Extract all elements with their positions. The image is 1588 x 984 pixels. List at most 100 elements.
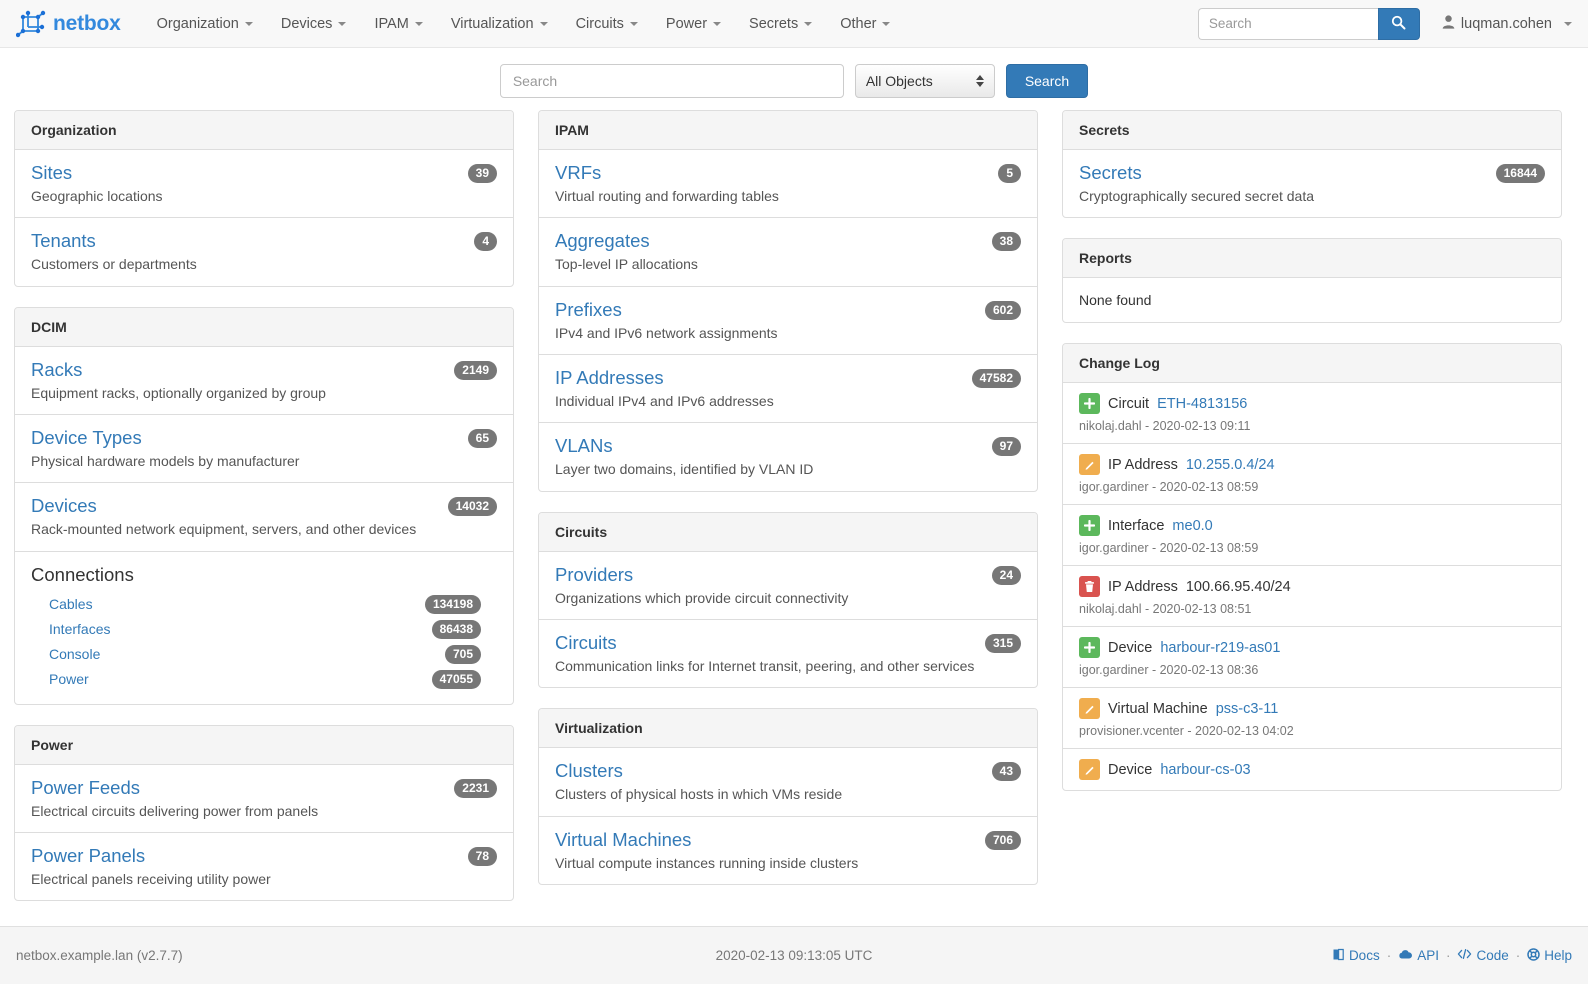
row-aggregates-count: 38 (991, 232, 1021, 252)
row-device-types[interactable]: Device Types Physical hardware models by… (15, 415, 513, 484)
navbar-search-group (1197, 7, 1420, 40)
connections-item-interfaces[interactable]: Interfaces 86438 (31, 617, 497, 642)
connections-power-link[interactable]: Power (49, 670, 89, 687)
changelog-entry-line: Device harbour-r219-as01 (1079, 637, 1545, 659)
changelog-entry-object-text: 100.66.95.40/24 (1185, 578, 1291, 595)
footer-code-link[interactable]: Code (1457, 948, 1509, 963)
connections-item-console[interactable]: Console 705 (31, 642, 497, 667)
netbox-logo-icon (15, 10, 46, 38)
row-providers[interactable]: Providers Organizations which provide ci… (539, 552, 1037, 620)
changelog-entry-type: Circuit (1108, 395, 1150, 412)
row-clusters[interactable]: Clusters Clusters of physical hosts in w… (539, 748, 1037, 817)
nav-item-devices-label: Devices (280, 15, 333, 32)
footer-timestamp: 2020-02-13 09:13:05 UTC (715, 948, 873, 963)
nav-item-ipam[interactable]: IPAM (360, 0, 436, 48)
row-circuits[interactable]: Circuits Communication links for Interne… (539, 620, 1037, 687)
footer-api-link[interactable]: API (1398, 948, 1439, 963)
row-sites-link[interactable]: Sites (31, 162, 73, 183)
navbar-right: luqman.cohen (1197, 7, 1572, 40)
row-aggregates-link[interactable]: Aggregates (555, 230, 650, 252)
row-device-types-link[interactable]: Device Types (31, 426, 142, 448)
footer-help-link[interactable]: Help (1527, 947, 1572, 964)
row-ip-addresses[interactable]: IP Addresses Individual IPv4 and IPv6 ad… (539, 355, 1037, 424)
row-clusters-count: 43 (991, 762, 1021, 782)
changelog-entry-meta: nikolaj.dahl - 2020-02-13 09:11 (1079, 419, 1251, 434)
nav-item-other[interactable]: Other (826, 0, 904, 48)
nav-item-organization-label: Organization (156, 15, 239, 32)
row-virtual-machines-link[interactable]: Virtual Machines (555, 828, 692, 850)
row-tenants-link[interactable]: Tenants (31, 230, 96, 252)
changelog-entry-object-link[interactable]: harbour-r219-as01 (1160, 639, 1281, 656)
row-secrets[interactable]: Secrets Cryptographically secured secret… (1063, 150, 1561, 217)
row-vrfs-link[interactable]: VRFs (555, 162, 602, 183)
nav-item-power[interactable]: Power (652, 0, 735, 48)
row-clusters-link[interactable]: Clusters (555, 760, 623, 782)
row-providers-count: 24 (991, 565, 1021, 585)
row-prefixes[interactable]: Prefixes IPv4 and IPv6 network assignmen… (539, 287, 1037, 355)
navbar-search-input[interactable] (1197, 7, 1378, 40)
nav-item-organization[interactable]: Organization (143, 0, 267, 48)
changelog-entry-line: Virtual Machine pss-c3-11 (1079, 698, 1545, 720)
row-power-feeds[interactable]: Power Feeds Electrical circuits deliveri… (15, 765, 513, 833)
changelog-entry: IP Address 10.255.0.4/24 igor.gardiner -… (1063, 444, 1561, 506)
row-providers-link[interactable]: Providers (555, 563, 634, 585)
chevron-down-icon (713, 21, 722, 26)
row-power-panels[interactable]: Power Panels Electrical panels receiving… (15, 833, 513, 900)
global-search-button[interactable]: Search (1005, 64, 1089, 98)
changelog-entry-object-link[interactable]: ETH-4813156 (1157, 395, 1248, 412)
connections-interfaces-link[interactable]: Interfaces (49, 620, 111, 637)
changelog-entry-object-link[interactable]: harbour-cs-03 (1160, 761, 1251, 778)
connections-item-cables[interactable]: Cables 134198 (31, 592, 497, 617)
row-vlans[interactable]: VLANs Layer two domains, identified by V… (539, 423, 1037, 490)
nav-item-secrets[interactable]: Secrets (735, 0, 826, 48)
chevron-down-icon (629, 21, 638, 26)
nav-item-circuits[interactable]: Circuits (562, 0, 652, 48)
connections-item-power[interactable]: Power 47055 (31, 667, 497, 692)
connections-console-link[interactable]: Console (49, 645, 101, 662)
netbox-brand-link[interactable]: netbox (15, 10, 121, 38)
object-type-select[interactable]: All Objects (854, 64, 995, 98)
changelog-entry-object-link[interactable]: me0.0 (1172, 517, 1213, 534)
row-vlans-description: Layer two domains, identified by VLAN ID (555, 461, 814, 478)
book-icon (1332, 948, 1345, 964)
user-menu[interactable]: luqman.cohen (1442, 14, 1572, 33)
row-sites[interactable]: Sites Geographic locations 39 (15, 150, 513, 219)
changelog-entry-object-link[interactable]: 10.255.0.4/24 (1185, 456, 1275, 473)
row-sites-description: Geographic locations (31, 188, 163, 205)
changelog-entry: IP Address 100.66.95.40/24 nikolaj.dahl … (1063, 566, 1561, 628)
dashboard-column-middle: IPAM VRFs Virtual routing and forwarding… (538, 110, 1038, 905)
row-vrfs[interactable]: VRFs Virtual routing and forwarding tabl… (539, 150, 1037, 219)
panel-virtualization: Virtualization Clusters Clusters of phys… (538, 708, 1038, 885)
panel-reports: Reports None found (1062, 238, 1562, 324)
row-tenants[interactable]: Tenants Customers or departments 4 (15, 218, 513, 285)
pencil-icon (1079, 759, 1100, 781)
row-virtual-machines[interactable]: Virtual Machines Virtual compute instanc… (539, 817, 1037, 884)
connections-power-count: 47055 (431, 669, 481, 689)
user-avatar-icon (1442, 14, 1455, 33)
row-racks-link[interactable]: Racks (31, 358, 83, 380)
footer-docs-link[interactable]: Docs (1332, 948, 1380, 964)
panel-dcim: DCIM Racks Equipment racks, optionally o… (14, 306, 514, 705)
global-search-input[interactable] (499, 64, 844, 98)
row-prefixes-link[interactable]: Prefixes (555, 298, 622, 320)
nav-item-devices[interactable]: Devices (267, 0, 361, 48)
row-vrfs-description: Virtual routing and forwarding tables (555, 188, 779, 205)
navbar-search-button[interactable] (1377, 7, 1420, 40)
row-aggregates[interactable]: Aggregates Top-level IP allocations 38 (539, 218, 1037, 287)
nav-item-other-label: Other (840, 15, 877, 32)
panel-power-title: Power (15, 725, 513, 765)
row-racks[interactable]: Racks Equipment racks, optionally organi… (15, 347, 513, 415)
dashboard-container: Organization Sites Geographic locations … (0, 110, 1588, 921)
row-vlans-link[interactable]: VLANs (555, 435, 613, 457)
connections-cables-link[interactable]: Cables (49, 595, 93, 612)
nav-item-virtualization[interactable]: Virtualization (437, 0, 562, 48)
changelog-entry-object-link[interactable]: pss-c3-11 (1215, 700, 1279, 717)
row-power-feeds-link[interactable]: Power Feeds (31, 776, 140, 798)
changelog-entry-type: Interface (1108, 517, 1165, 534)
row-circuits-link[interactable]: Circuits (555, 631, 617, 653)
row-ip-addresses-link[interactable]: IP Addresses (555, 366, 664, 388)
row-secrets-link[interactable]: Secrets (1079, 162, 1142, 183)
row-power-panels-link[interactable]: Power Panels (31, 845, 146, 866)
row-devices-link[interactable]: Devices (31, 495, 97, 517)
row-devices[interactable]: Devices Rack-mounted network equipment, … (15, 483, 513, 552)
